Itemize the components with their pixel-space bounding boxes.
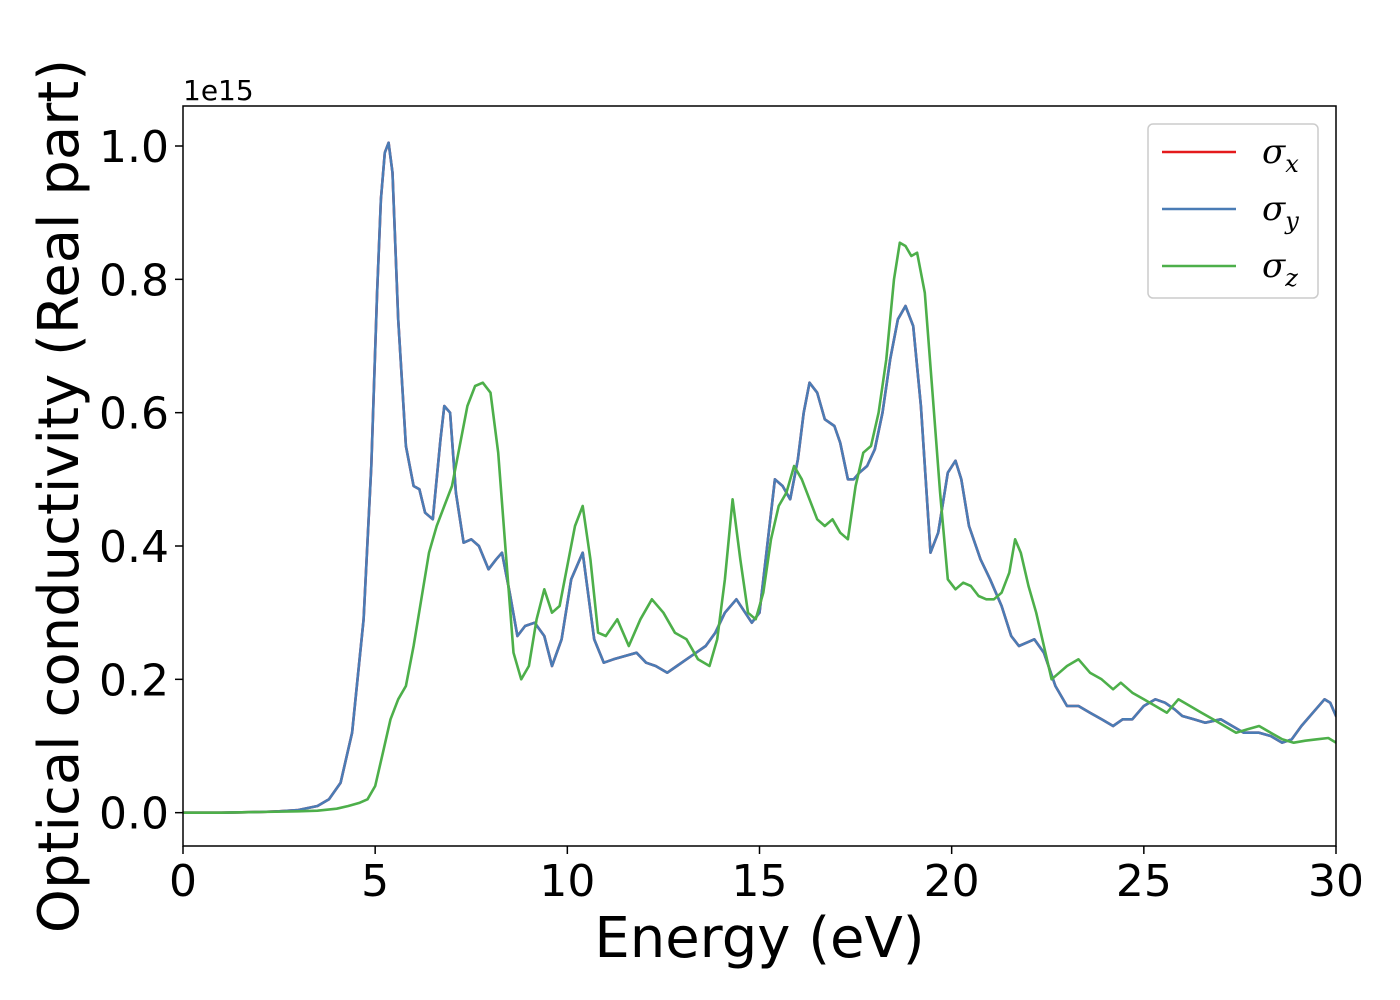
y-tick-label: 0.6 bbox=[99, 389, 169, 440]
y-tick-label: 0.4 bbox=[99, 522, 169, 573]
y-tick-label: 0.0 bbox=[99, 789, 169, 840]
x-tick-label: 25 bbox=[1116, 856, 1172, 907]
x-axis-ticks: 0 5 10 15 20 25 30 bbox=[169, 846, 1364, 907]
legend-box bbox=[1147, 123, 1319, 299]
y-tick-label: 1.0 bbox=[99, 122, 169, 173]
series-line-z bbox=[183, 241, 1336, 815]
legend-items: σx σy σz bbox=[1162, 132, 1299, 292]
x-tick-label: 20 bbox=[924, 856, 980, 907]
x-tick-label: 5 bbox=[361, 856, 389, 907]
series-line-y bbox=[183, 141, 1336, 815]
x-axis-label: Energy (eV) bbox=[594, 906, 924, 971]
legend-label-y: σy bbox=[1262, 189, 1299, 235]
plot-series-group bbox=[183, 141, 1336, 815]
x-tick-label: 15 bbox=[732, 856, 788, 907]
legend-label-x: σx bbox=[1262, 132, 1299, 178]
y-tick-label: 0.2 bbox=[99, 655, 169, 706]
x-tick-label: 0 bbox=[169, 856, 197, 907]
x-tick-label: 10 bbox=[539, 856, 595, 907]
y-tick-label: 0.8 bbox=[99, 255, 169, 306]
x-tick-label: 30 bbox=[1308, 856, 1364, 907]
y-axis-ticks: 0.0 0.2 0.4 0.6 0.8 1.0 bbox=[99, 122, 183, 840]
legend: σx σy σz bbox=[1147, 123, 1319, 299]
y-axis-label: Optical conductivity (Real part) bbox=[27, 59, 92, 933]
legend-label-z: σz bbox=[1262, 246, 1298, 292]
y-offset-label: 1e15 bbox=[183, 74, 254, 107]
